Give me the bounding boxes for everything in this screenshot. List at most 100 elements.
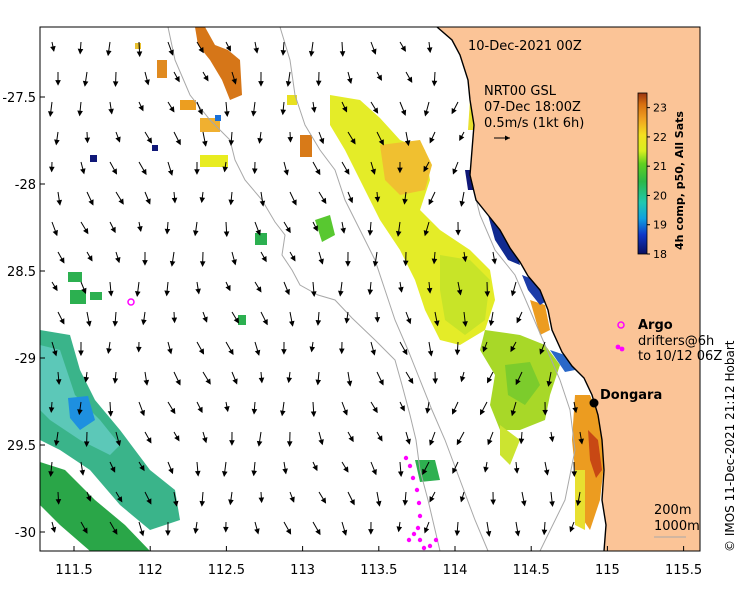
current-arrow-head: [370, 349, 376, 356]
current-arrow-head: [256, 440, 263, 447]
isobaths: [167, 27, 576, 551]
current-arrow-head: [139, 409, 145, 417]
current-arrow-head: [112, 378, 119, 384]
current-arrow-head: [251, 168, 258, 175]
current-arrow-head: [515, 378, 521, 386]
current-arrow-head: [404, 140, 411, 147]
current-arrow-head: [399, 405, 405, 412]
current-arrow-head: [452, 168, 458, 175]
current-arrow-head: [342, 106, 348, 113]
current-arrow-head: [229, 440, 235, 446]
current-arrow-head: [164, 228, 171, 235]
current-arrow-head: [259, 200, 266, 207]
argo-legend-label: Argo: [638, 318, 673, 333]
current-arrow-head: [257, 137, 263, 144]
current-arrow-head: [426, 47, 433, 54]
current-arrow-head: [110, 226, 116, 234]
current-arrow-head: [311, 291, 317, 298]
current-arrow-head: [315, 379, 322, 386]
current-arrow-head: [199, 500, 206, 507]
current-arrow-head: [318, 439, 324, 446]
current-arrow-head: [542, 409, 548, 416]
current-arrow-head: [203, 75, 209, 82]
current-arrow-head: [144, 79, 150, 86]
current-arrow-head: [164, 290, 170, 297]
current-arrow-head: [320, 497, 327, 504]
current-arrow-head: [137, 225, 143, 233]
current-arrow-head: [431, 258, 438, 265]
current-arrow-head: [136, 51, 143, 58]
current-arrow-head: [315, 80, 322, 87]
current-arrow-head: [487, 438, 493, 446]
drifter-point: [417, 537, 423, 543]
current-arrow-head: [198, 46, 204, 54]
current-arrow-head: [256, 286, 262, 293]
current-arrow-head: [549, 501, 555, 508]
current-arrow-head: [286, 441, 293, 447]
current-arrow-head: [321, 197, 327, 205]
current-arrow-head: [165, 530, 171, 537]
current-arrow-head: [397, 471, 404, 478]
current-arrow-head: [80, 168, 86, 175]
colorbar-label: 4h comp, p50, All Sats: [673, 111, 686, 250]
current-arrow-head: [223, 526, 229, 533]
current-arrow-head: [283, 169, 289, 176]
current-arrow-head: [428, 198, 434, 206]
current-arrow-head: [175, 379, 181, 386]
current-arrow-head: [169, 260, 176, 267]
current-arrow-head: [372, 406, 378, 414]
current-arrow-head: [115, 440, 122, 447]
current-arrow-head: [459, 200, 465, 207]
current-arrow-head: [142, 260, 148, 266]
current-arrow-head: [253, 47, 259, 54]
current-arrow-head: [54, 139, 60, 146]
current-arrow-head: [423, 110, 430, 117]
current-arrow-head: [423, 527, 430, 534]
colorbar: 23 22 21 20 19 18 4h comp, p50, All Sats: [637, 92, 686, 261]
current-arrow-head: [48, 111, 54, 117]
current-arrow-head: [167, 348, 173, 355]
current-arrow-head: [459, 376, 466, 383]
dongara-label: Dongara: [600, 388, 662, 403]
current-arrow-head: [572, 407, 578, 414]
current-arrow-head: [83, 441, 90, 448]
current-arrow-head: [173, 500, 179, 507]
current-arrow-head: [452, 467, 458, 474]
current-arrow-head: [108, 108, 114, 115]
current-arrow-head: [378, 139, 384, 146]
current-arrow-head: [367, 289, 374, 296]
current-arrow-head: [193, 527, 199, 534]
current-arrow-head: [479, 409, 486, 416]
current-arrow-head: [375, 500, 382, 507]
y-tick-label: 28.5: [7, 265, 36, 280]
current-arrow-head: [115, 136, 121, 143]
current-arrow-head: [228, 199, 235, 206]
current-arrow-head: [377, 435, 383, 442]
current-arrow-head: [484, 291, 491, 297]
current-arrow-head: [423, 230, 430, 237]
current-arrow-head: [315, 168, 321, 176]
current-arrow-head: [221, 471, 228, 477]
current-arrow-head: [52, 229, 58, 237]
current-arrow-head: [578, 438, 584, 445]
drifter-point: [406, 537, 412, 543]
current-arrow-head: [290, 255, 296, 262]
current-arrow-head: [376, 74, 382, 81]
current-arrow-head: [429, 137, 435, 144]
y-tick-label: -28: [15, 178, 36, 193]
current-arrow-head: [107, 410, 114, 417]
current-arrow-head: [423, 165, 429, 173]
current-arrow-head: [108, 290, 114, 297]
current-arrow-head: [194, 470, 201, 477]
current-arrow-head: [402, 198, 408, 205]
current-arrow-head: [222, 166, 229, 173]
current-time-label: 07-Dec 18:00Z: [484, 100, 581, 115]
argo-legend-marker: [617, 321, 625, 329]
current-arrow-head: [231, 259, 237, 266]
current-arrow-head: [87, 255, 93, 262]
current-arrow-head: [427, 350, 434, 357]
current-arrow-head: [315, 528, 321, 536]
current-arrow-head: [199, 261, 206, 267]
current-arrow-head: [487, 377, 493, 384]
